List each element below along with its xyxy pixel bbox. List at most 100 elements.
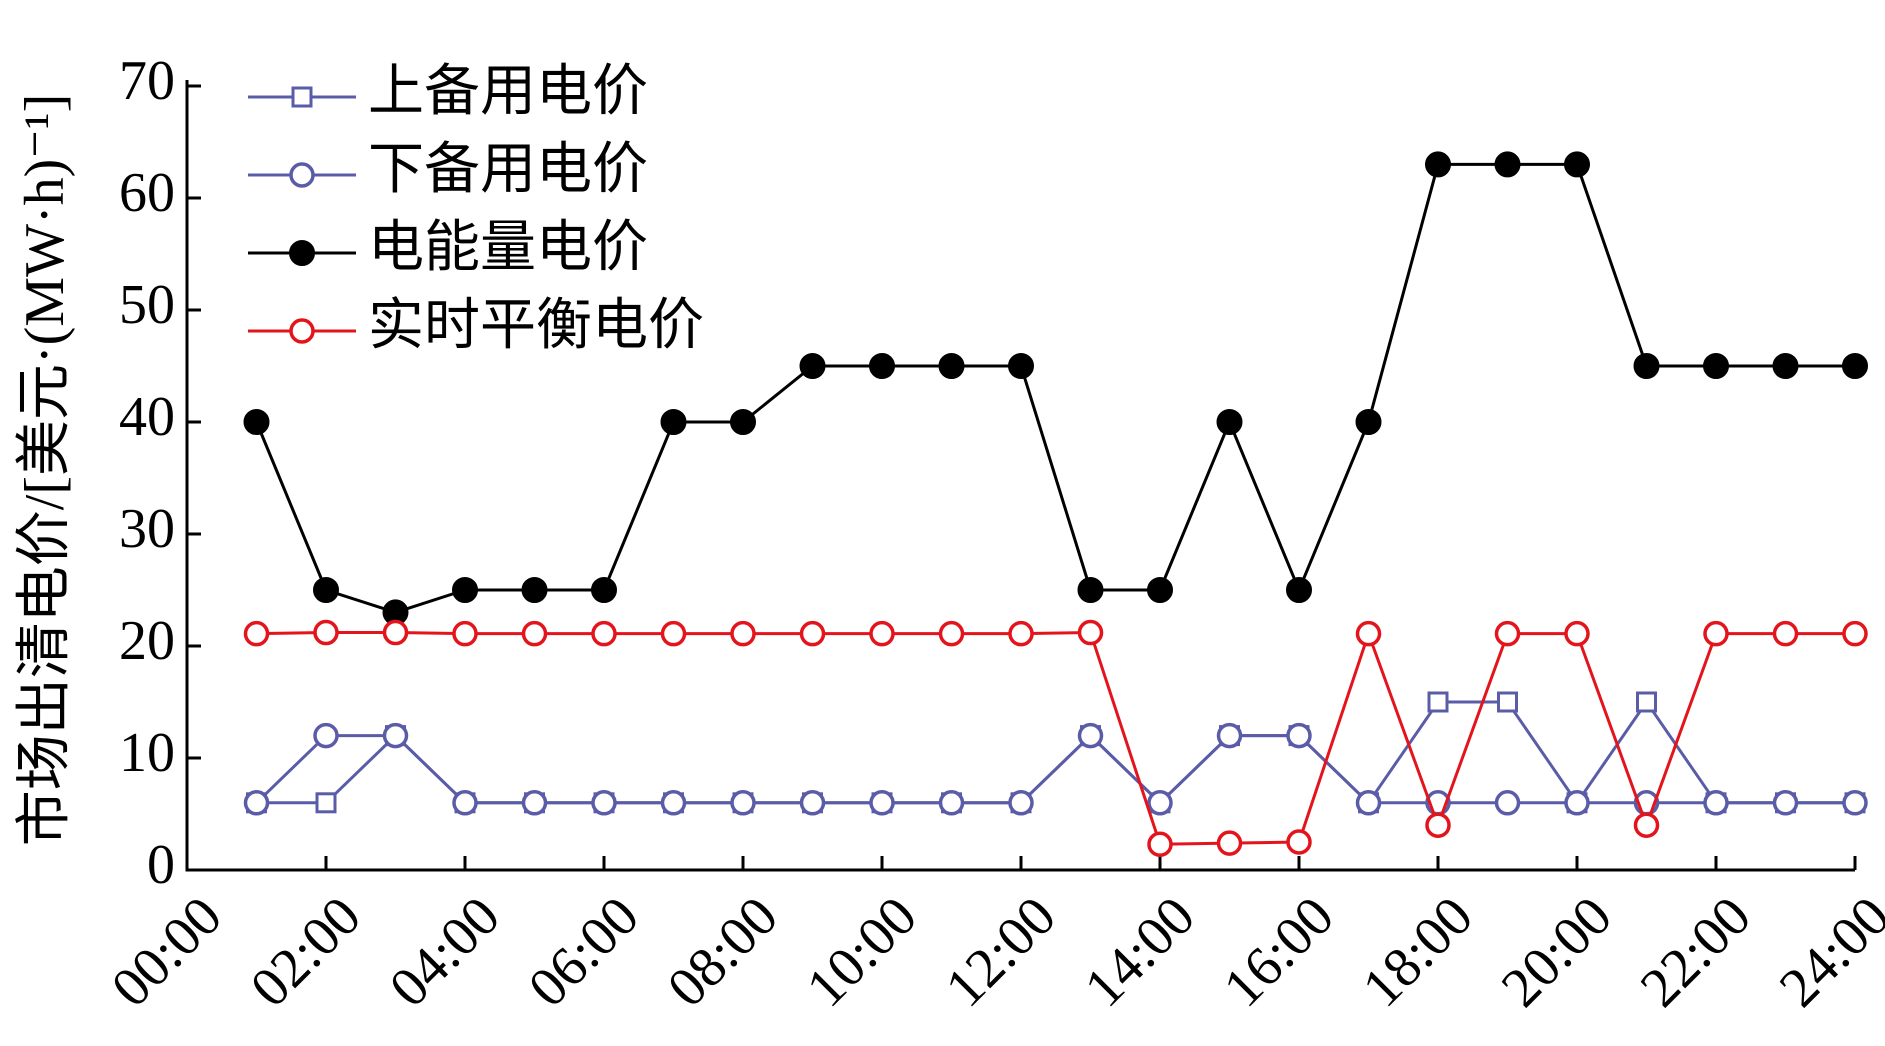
data-point: [1564, 790, 1590, 816]
data-point: [1355, 409, 1382, 435]
data-point: [1147, 577, 1173, 603]
x-tick-label: 22:00: [1629, 885, 1763, 1019]
data-point: [1077, 722, 1104, 749]
x-tick-label: 04:00: [378, 885, 512, 1019]
data-point: [799, 353, 826, 379]
y-axis-label: 市场出清电价/[美元·(MW·h)⁻¹]: [14, 94, 76, 846]
data-point: [1286, 722, 1312, 749]
x-tick-label: 00:00: [100, 885, 234, 1019]
data-point: [1772, 620, 1799, 647]
y-tick-label: 10: [119, 722, 175, 784]
data-point: [938, 790, 965, 816]
y-tick-label: 40: [119, 386, 175, 448]
data-point: [1564, 151, 1590, 178]
data-point: [521, 790, 548, 816]
data-point: [382, 619, 409, 646]
data-point: [1842, 790, 1868, 816]
data-point: [1494, 620, 1521, 647]
data-point: [799, 790, 826, 816]
data-point: [243, 620, 270, 647]
data-point: [1633, 353, 1660, 379]
data-point: [730, 790, 756, 816]
data-point: [591, 577, 617, 603]
y-tick-label: 60: [119, 162, 175, 224]
x-tick-label: 10:00: [795, 885, 929, 1019]
data-point: [452, 620, 478, 647]
data-point: [1772, 790, 1799, 816]
data-point: [1842, 620, 1868, 647]
data-point: [313, 619, 339, 646]
data-point: [1355, 620, 1382, 647]
legend-label: 下备用电价: [368, 139, 648, 201]
x-tick-label: 08:00: [656, 885, 790, 1019]
data-point: [1842, 353, 1868, 379]
y-tick-label: 50: [119, 274, 175, 336]
legend-marker: [291, 86, 313, 108]
data-point: [1497, 691, 1518, 713]
data-point: [660, 620, 687, 647]
data-point: [591, 790, 617, 816]
legend-marker: [289, 318, 315, 344]
data-point: [1425, 151, 1451, 178]
data-point: [521, 620, 548, 647]
data-point: [1703, 620, 1729, 647]
data-point: [660, 790, 687, 816]
data-point: [938, 353, 965, 379]
legend-label: 电能量电价: [368, 217, 648, 279]
series-line: [256, 629, 1855, 846]
data-point: [1286, 829, 1312, 855]
data-point: [1772, 353, 1799, 379]
legend-marker: [289, 162, 315, 188]
data-point: [315, 792, 337, 814]
data-point: [1286, 577, 1312, 603]
data-point: [521, 577, 548, 603]
data-point: [1008, 353, 1034, 379]
data-point: [313, 722, 339, 749]
data-point: [1703, 790, 1729, 816]
x-tick-label: 14:00: [1073, 885, 1207, 1019]
y-tick-label: 30: [119, 498, 175, 560]
x-tick-label: 24:00: [1768, 885, 1885, 1019]
series-line: [256, 699, 1855, 806]
x-tick-label: 12:00: [934, 885, 1068, 1019]
data-point: [938, 620, 965, 647]
data-point: [1147, 790, 1173, 816]
y-tick-label: 20: [119, 610, 175, 672]
data-point: [869, 620, 895, 647]
y-tick-label: 70: [119, 50, 175, 112]
x-tick-label: 16:00: [1212, 885, 1346, 1019]
data-point: [1427, 691, 1449, 713]
data-point: [1216, 830, 1243, 856]
data-point: [243, 409, 270, 435]
x-tick-label: 20:00: [1490, 885, 1624, 1019]
x-tick-label: 18:00: [1351, 885, 1485, 1019]
legend-marker: [289, 240, 315, 266]
data-point: [1494, 151, 1521, 178]
data-point: [1216, 409, 1243, 435]
data-point: [452, 577, 478, 603]
data-point: [382, 722, 409, 749]
data-point: [1703, 353, 1729, 379]
data-point: [1633, 812, 1660, 838]
data-point: [1636, 691, 1657, 713]
x-tick-label: 02:00: [239, 885, 373, 1019]
data-point: [1494, 790, 1521, 816]
data-point: [1564, 620, 1590, 647]
data-point: [1216, 722, 1243, 749]
data-point: [1077, 619, 1104, 646]
data-point: [1077, 577, 1104, 603]
data-point: [799, 620, 826, 647]
data-point: [1008, 790, 1034, 816]
data-point: [660, 409, 687, 435]
data-point: [1008, 620, 1034, 647]
data-point: [243, 790, 270, 816]
data-point: [591, 620, 617, 647]
x-tick-label: 06:00: [517, 885, 651, 1019]
y-tick-label: 0: [147, 834, 175, 896]
data-point: [869, 790, 895, 816]
legend-label: 实时平衡电价: [368, 295, 704, 357]
data-point: [1425, 812, 1451, 838]
data-point: [730, 409, 756, 435]
data-point: [313, 577, 339, 603]
